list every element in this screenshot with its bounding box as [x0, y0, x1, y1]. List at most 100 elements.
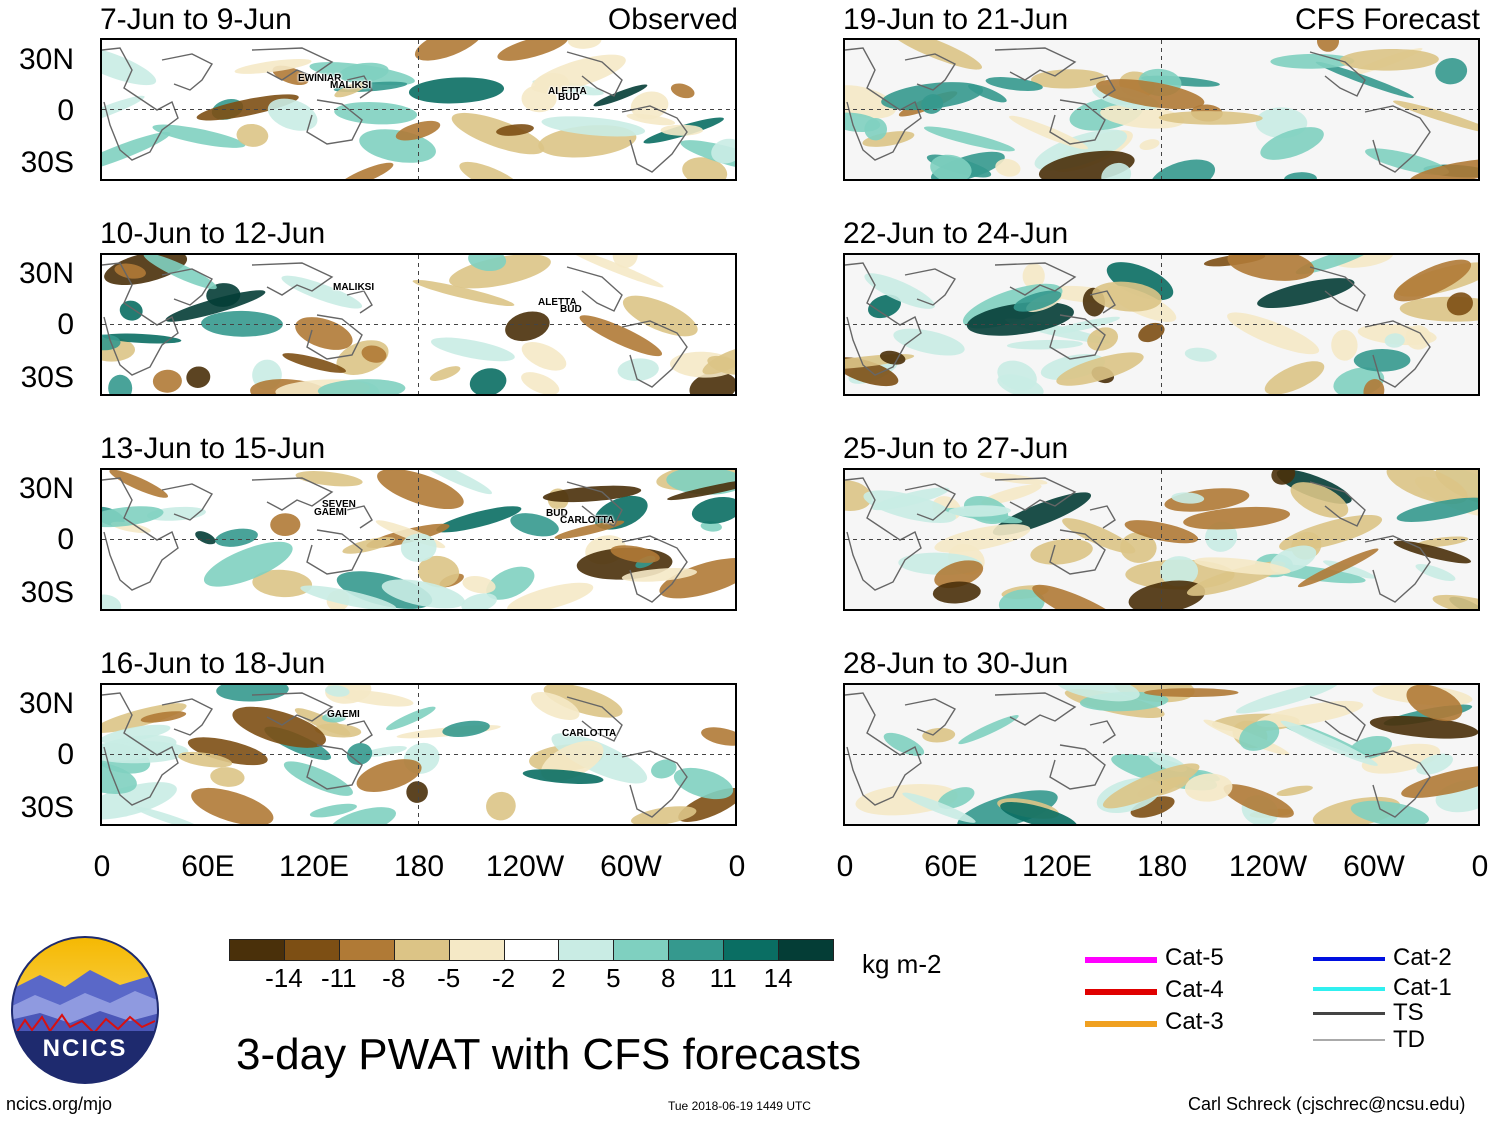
map-panel-1 — [100, 38, 737, 181]
pwat-anomaly-contour — [1317, 40, 1339, 52]
lat-label-30s: 30S — [20, 791, 74, 824]
pwat-anomaly-contour — [461, 593, 497, 609]
coastline — [1089, 505, 1116, 529]
lon-label: 180 — [1136, 850, 1188, 883]
pwat-anomaly-contour — [1446, 292, 1473, 316]
pwat-anomaly-contour — [1227, 255, 1315, 281]
pwat-anomaly-contour — [102, 724, 171, 744]
pwat-anomaly-contour — [543, 685, 623, 718]
lat-label-30s: 30S — [20, 361, 74, 394]
pwat-field — [102, 255, 735, 394]
pwat-anomaly-contour — [486, 791, 516, 821]
map-panel-5 — [843, 38, 1480, 181]
pwat-anomaly-contour — [1331, 329, 1358, 361]
pwat-anomaly-contour — [1144, 688, 1239, 697]
pwat-anomaly-contour — [281, 275, 363, 309]
pwat-anomaly-contour — [1276, 785, 1313, 796]
lat-label-30n: 30N — [18, 687, 74, 720]
pwat-anomaly-contour — [1235, 685, 1339, 714]
pwat-anomaly-contour — [1269, 545, 1317, 573]
storm-label: ALETTA — [548, 86, 587, 97]
pwat-anomaly-contour — [431, 337, 515, 362]
pwat-anomaly-contour — [377, 470, 464, 510]
pwat-anomaly-contour — [1000, 802, 1078, 824]
lon-label: 120E — [1021, 850, 1093, 883]
footer-credit: Carl Schreck (cjschrec@ncsu.edu) — [1188, 1094, 1466, 1114]
coastline — [1309, 481, 1366, 527]
pwat-anomaly-contour — [691, 496, 735, 524]
pwat-anomaly-contour — [337, 690, 414, 707]
pwat-anomaly-contour — [1435, 58, 1468, 85]
footer-url[interactable]: ncics.org/mjo — [6, 1094, 113, 1114]
pwat-anomaly-contour — [497, 40, 568, 61]
pwat-anomaly-contour — [660, 124, 704, 136]
pwat-anomaly-contour — [701, 727, 735, 746]
pwat-anomaly-contour — [429, 366, 461, 382]
pwat-anomaly-contour — [968, 84, 1007, 103]
pwat-anomaly-contour — [165, 290, 266, 322]
map-panel-3 — [100, 468, 737, 611]
colorbar-swatch — [229, 939, 285, 961]
pwat-anomaly-contour — [1006, 339, 1083, 350]
coastline — [904, 268, 957, 306]
colorbar-swatch — [613, 939, 670, 961]
pwat-anomaly-contour — [210, 767, 245, 787]
coastline — [306, 529, 363, 575]
pwat-anomaly-contour — [868, 294, 901, 319]
lat-label-0: 0 — [57, 738, 74, 771]
pwat-field — [845, 470, 1478, 609]
pwat-anomaly-contour — [186, 366, 211, 388]
lon-label: 0 — [93, 850, 111, 883]
storm-label: SEVEN — [322, 499, 356, 510]
units-label: kg m-2 — [862, 949, 942, 979]
lon-label: 60W — [1343, 850, 1405, 883]
coastline — [346, 75, 373, 99]
pwat-anomaly-contour — [362, 745, 407, 757]
pwat-anomaly-contour — [864, 117, 887, 141]
pwat-anomaly-contour — [567, 40, 602, 49]
pwat-anomaly-contour — [334, 102, 418, 125]
pwat-anomaly-contour — [610, 545, 660, 563]
pwat-anomaly-contour — [1128, 580, 1206, 609]
pwat-anomaly-contour — [1435, 470, 1478, 507]
pwat-anomaly-contour — [997, 360, 1037, 391]
panel-2-title: 10-Jun to 12-Jun — [100, 217, 326, 250]
pwat-anomaly-contour — [152, 369, 182, 393]
pwat-anomaly-contour — [1194, 557, 1291, 575]
pwat-anomaly-contour — [1284, 172, 1317, 179]
pwat-anomaly-contour — [934, 560, 984, 589]
pwat-anomaly-contour — [923, 126, 1015, 152]
lon-label: 180 — [393, 850, 445, 883]
pwat-anomaly-contour — [879, 350, 906, 365]
pwat-anomaly-contour — [317, 379, 406, 394]
pwat-anomaly-contour — [1260, 127, 1324, 160]
map-panel-4 — [100, 683, 737, 826]
lat-label-0: 0 — [57, 308, 74, 341]
pwat-anomaly-contour — [542, 485, 642, 503]
pwat-anomaly-contour — [1101, 162, 1132, 179]
colorbar-tick-label: -11 — [320, 963, 357, 993]
pwat-anomaly-contour — [958, 715, 1019, 745]
coastline — [994, 692, 1077, 726]
pwat-anomaly-contour — [981, 484, 1042, 505]
pwat-anomaly-contour — [1227, 312, 1320, 355]
storm-label: MALIKSI — [330, 80, 372, 91]
pwat-anomaly-contour — [486, 566, 535, 600]
pwat-anomaly-contour — [1106, 262, 1174, 301]
pwat-anomaly-contour — [102, 132, 171, 173]
pwat-anomaly-contour — [1096, 79, 1205, 110]
footer-timestamp: Tue 2018-06-19 1449 UTC — [668, 1099, 811, 1113]
pwat-anomaly-contour — [196, 94, 299, 121]
coastline — [346, 505, 373, 529]
pwat-anomaly-contour — [468, 255, 507, 272]
pwat-anomaly-contour — [711, 138, 735, 164]
pwat-anomaly-contour — [178, 751, 233, 768]
lon-label: 0 — [836, 850, 854, 883]
pwat-anomaly-contour — [1139, 139, 1160, 151]
pwat-anomaly-contour — [1401, 765, 1478, 798]
coastline — [1364, 750, 1431, 818]
pwat-anomaly-contour — [998, 589, 1045, 609]
coastline — [346, 290, 373, 314]
pwat-anomaly-contour — [1030, 538, 1093, 565]
pwat-anomaly-contour — [510, 513, 559, 537]
